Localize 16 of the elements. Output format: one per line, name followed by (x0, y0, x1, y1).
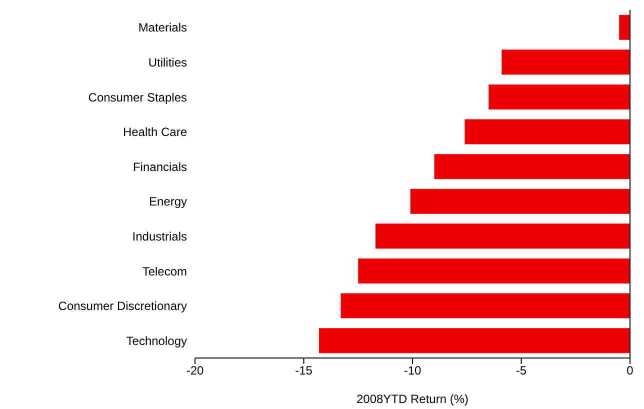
y-tick-label: Technology (126, 334, 187, 348)
x-tick-label: -15 (295, 364, 313, 378)
y-tick-label: Consumer Discretionary (58, 299, 187, 314)
x-tick-label: -20 (186, 364, 204, 378)
y-tick-label: Energy (148, 194, 187, 209)
y-tick-label: Industrials (132, 229, 187, 244)
y-tick-label: Telecom (142, 264, 187, 278)
y-tick-label: Materials (138, 20, 187, 35)
x-axis-title: 2008YTD Return (%) (356, 392, 469, 406)
x-tick-label: -10 (404, 364, 422, 378)
x-tick-label: -5 (516, 364, 527, 378)
y-tick-label: Consumer Staples (88, 90, 187, 104)
y-tick-label: Utilities (148, 55, 187, 70)
y-tick-label: Financials (132, 160, 187, 174)
x-tick-label: 0 (626, 364, 634, 378)
y-tick-label: Health Care (122, 125, 188, 140)
